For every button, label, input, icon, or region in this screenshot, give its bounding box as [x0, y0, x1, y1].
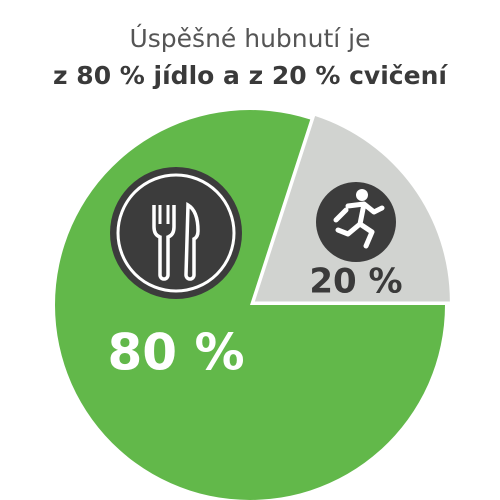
exercise-icon [316, 182, 396, 262]
chart-title: Úspěšné hubnutí je [129, 23, 370, 53]
food-icon [110, 167, 242, 299]
data-label: 20 % [309, 262, 402, 302]
data-label: 80 % [107, 324, 244, 382]
pie [55, 110, 450, 500]
chart-subtitle: z 80 % jídlo a z 20 % cvičení [53, 61, 448, 90]
